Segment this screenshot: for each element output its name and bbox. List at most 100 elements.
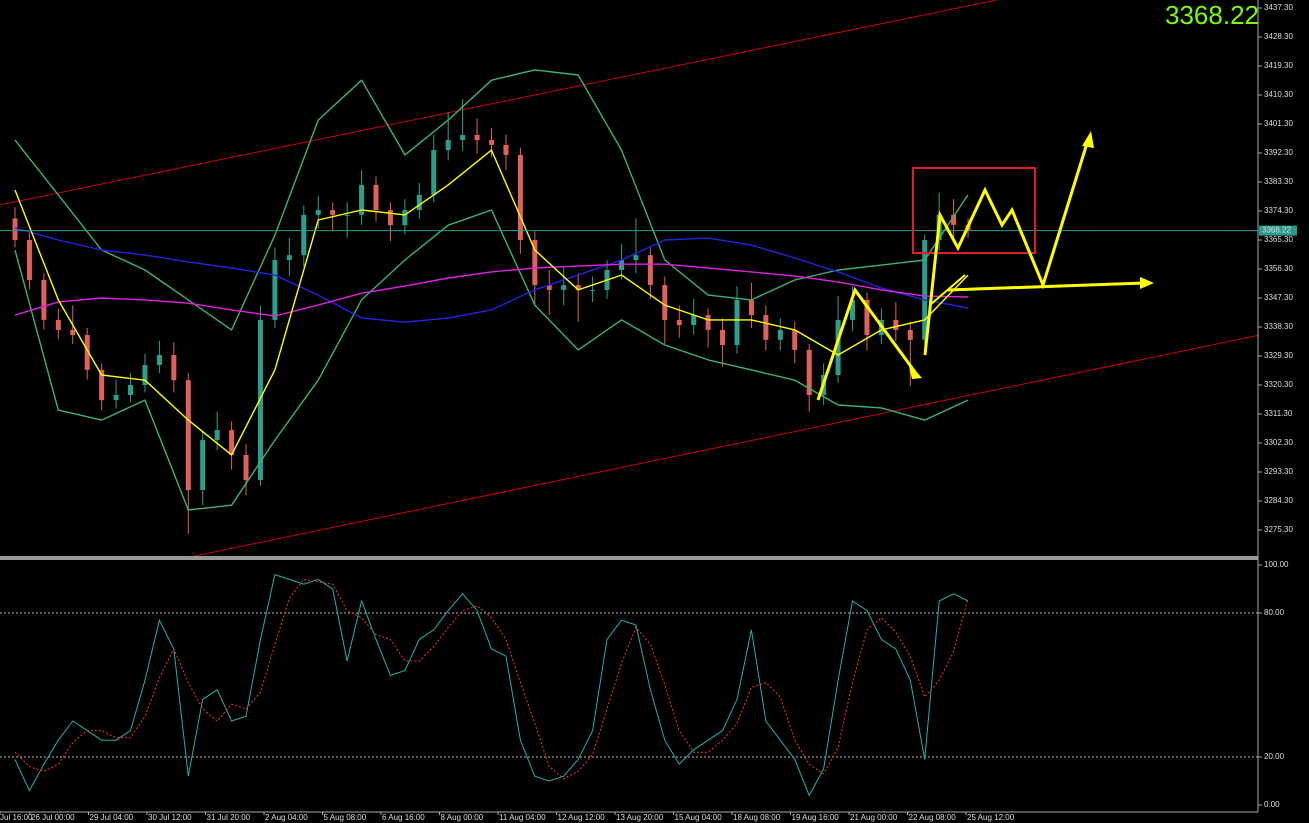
candle-body xyxy=(907,329,913,340)
candle-body xyxy=(792,329,798,350)
y-tick-label: 3419.30 xyxy=(1264,61,1293,70)
indicator-line xyxy=(14,263,969,317)
y-tick-label: 3275.30 xyxy=(1264,525,1293,534)
candle-body xyxy=(416,194,422,211)
candle-body xyxy=(373,184,379,211)
y-tick-label: 3338.30 xyxy=(1264,322,1293,331)
indicator-line xyxy=(14,149,969,456)
x-tick-label: 21 Aug 00:00 xyxy=(850,813,898,822)
y-tick-label: 3356.30 xyxy=(1264,264,1293,273)
candle-body xyxy=(532,239,538,286)
candle-body xyxy=(850,299,856,320)
y-tick-label: 3374.30 xyxy=(1264,206,1293,215)
candle-body xyxy=(171,355,177,381)
arrow-head xyxy=(1140,277,1154,289)
y-tick-label: 3365.30 xyxy=(1264,235,1293,244)
candle-body xyxy=(84,335,90,370)
candle-body xyxy=(113,394,119,401)
y-tick-label: 3428.30 xyxy=(1264,32,1293,41)
candle-body xyxy=(26,239,32,280)
candle-body xyxy=(359,184,365,215)
candle-body xyxy=(763,315,769,340)
y-tick-label: 3392.30 xyxy=(1264,148,1293,157)
candle-body xyxy=(330,210,336,215)
y-tick-label: 3302.30 xyxy=(1264,438,1293,447)
candle-body xyxy=(128,384,134,395)
candle-body xyxy=(748,299,754,316)
candle-body xyxy=(835,319,841,376)
trend-channel xyxy=(0,0,998,206)
x-tick-label: 19 Aug 16:00 xyxy=(792,813,840,822)
indicator-line xyxy=(14,209,969,511)
x-tick-label: 13 Aug 20:00 xyxy=(616,813,664,822)
candle-body xyxy=(156,355,162,366)
candle-body xyxy=(517,154,523,240)
indicator-line xyxy=(14,227,969,323)
candle-body xyxy=(676,319,682,326)
candle-body xyxy=(272,259,278,320)
stoch-tick-label: 100.00 xyxy=(1264,560,1289,569)
y-tick-label: 3329.30 xyxy=(1264,351,1293,360)
x-tick-label: 29 Jul 04:00 xyxy=(90,813,134,822)
current-price-big: 3368.22 xyxy=(1165,0,1259,30)
x-tick-label: 15 Aug 04:00 xyxy=(675,813,723,822)
candle-body xyxy=(546,285,552,290)
stoch-tick-label: 20.00 xyxy=(1264,752,1285,761)
y-tick-label: 3410.30 xyxy=(1264,90,1293,99)
candle-body xyxy=(431,150,437,195)
candle-body xyxy=(489,140,495,145)
stoch-line xyxy=(14,578,969,780)
y-tick-label: 3311.30 xyxy=(1264,409,1293,418)
candle-body xyxy=(922,239,928,340)
x-tick-label: 18 Aug 08:00 xyxy=(733,813,781,822)
x-tick-label: 30 Jul 12:00 xyxy=(148,813,192,822)
candle-body xyxy=(806,349,812,395)
y-tick-label: 3401.30 xyxy=(1264,119,1293,128)
annotations xyxy=(816,131,1154,401)
panel-separator xyxy=(0,556,1258,560)
projection-arrow xyxy=(947,281,1146,292)
arrow-head xyxy=(908,362,922,379)
x-tick-label: Jul 16:00 xyxy=(0,813,33,822)
x-tick-label: 31 Jul 20:00 xyxy=(207,813,251,822)
candle-body xyxy=(344,214,350,216)
arrow-head xyxy=(1082,131,1094,148)
y-tick-label: 3347.30 xyxy=(1264,293,1293,302)
candle-body xyxy=(185,380,191,491)
candle-body xyxy=(445,140,451,151)
candle-body xyxy=(315,210,321,215)
candle-body xyxy=(951,214,957,225)
candle-body xyxy=(214,430,220,441)
current-price-label: 3368.22 xyxy=(1262,226,1291,235)
candle-body xyxy=(41,279,47,320)
x-tick-label: 25 Aug 12:00 xyxy=(967,813,1015,822)
candle-body xyxy=(12,218,18,240)
y-tick-label: 3320.30 xyxy=(1264,380,1293,389)
candle-body xyxy=(70,329,76,336)
price-panel xyxy=(0,0,1258,556)
candle-body xyxy=(647,255,653,286)
indicator-line xyxy=(14,69,969,331)
candle-body xyxy=(460,134,466,141)
candle-body xyxy=(705,315,711,330)
candle-body xyxy=(777,329,783,340)
candle-body xyxy=(243,454,249,481)
candle-body xyxy=(503,144,509,155)
projection-arrow xyxy=(929,274,966,306)
candle-body xyxy=(99,369,105,401)
y-tick-label: 3383.30 xyxy=(1264,177,1293,186)
x-tick-label: 12 Aug 12:00 xyxy=(558,813,606,822)
stoch-tick-label: 0.00 xyxy=(1264,800,1280,809)
candle-body xyxy=(229,430,235,455)
candle-body xyxy=(301,214,307,256)
candle-body xyxy=(142,365,148,385)
candle-body xyxy=(893,319,899,330)
projection-arrow xyxy=(816,286,917,401)
x-tick-label: 26 Jul 00:00 xyxy=(31,813,75,822)
candle-body xyxy=(633,255,639,260)
candle-body xyxy=(561,285,567,290)
candle-body xyxy=(200,440,206,491)
